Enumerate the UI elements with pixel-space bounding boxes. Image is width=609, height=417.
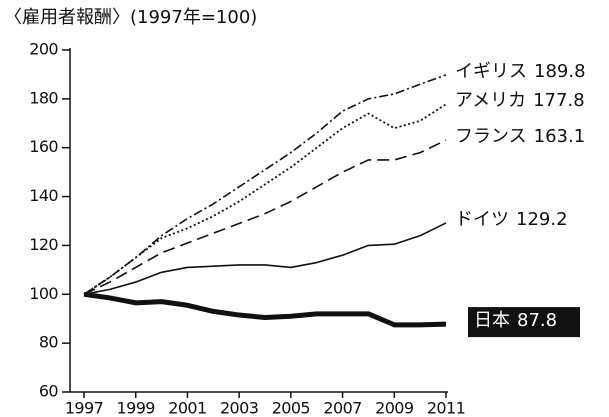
y-tick-label: 140 [29, 186, 58, 205]
x-tick-label: 2001 [168, 399, 206, 417]
label-box [468, 307, 580, 338]
line [83, 74, 447, 295]
y-tick-label: 180 [29, 88, 58, 107]
x-tick-label: 1997 [65, 399, 103, 417]
series-label: 日本 87.8 [474, 310, 557, 331]
series-name: アメリカ [455, 90, 526, 111]
line [83, 139, 447, 296]
y-tick-label: 60 [39, 382, 59, 401]
series-value: 163.1 [534, 126, 586, 147]
x-tick-label: 2005 [272, 399, 310, 417]
series-value: 177.8 [533, 90, 585, 111]
y-tick-label: 160 [29, 137, 58, 156]
x-tick-label: 2003 [220, 399, 258, 417]
line [83, 291, 447, 328]
series-label: ドイツ 129.2 [455, 209, 568, 230]
y-tick-label: 80 [39, 333, 59, 352]
x-tick-label: 1999 [117, 399, 156, 417]
series-name: フランス [455, 126, 527, 147]
line [83, 103, 447, 296]
x-tick-label: 2011 [427, 399, 465, 417]
series-name: ドイツ [455, 209, 509, 230]
series-name: 日本 [474, 310, 510, 331]
x-tick-label: 2009 [375, 399, 414, 417]
series-value: 87.8 [517, 310, 557, 331]
series-label: フランス 163.1 [455, 126, 585, 147]
series-name: イギリス [455, 61, 527, 82]
y-tick-label: 100 [29, 284, 58, 303]
series-label: イギリス 189.8 [455, 61, 586, 82]
series-label: アメリカ 177.8 [455, 90, 585, 111]
y-tick-label: 200 [29, 40, 58, 59]
y-tick-label: 120 [29, 235, 58, 254]
series-value: 129.2 [516, 209, 568, 230]
x-tick-label: 2007 [323, 399, 361, 417]
line [83, 222, 447, 296]
series-value: 189.8 [534, 61, 586, 82]
chart-title: 〈雇用者報酬〉(1997年=100) [4, 7, 257, 28]
